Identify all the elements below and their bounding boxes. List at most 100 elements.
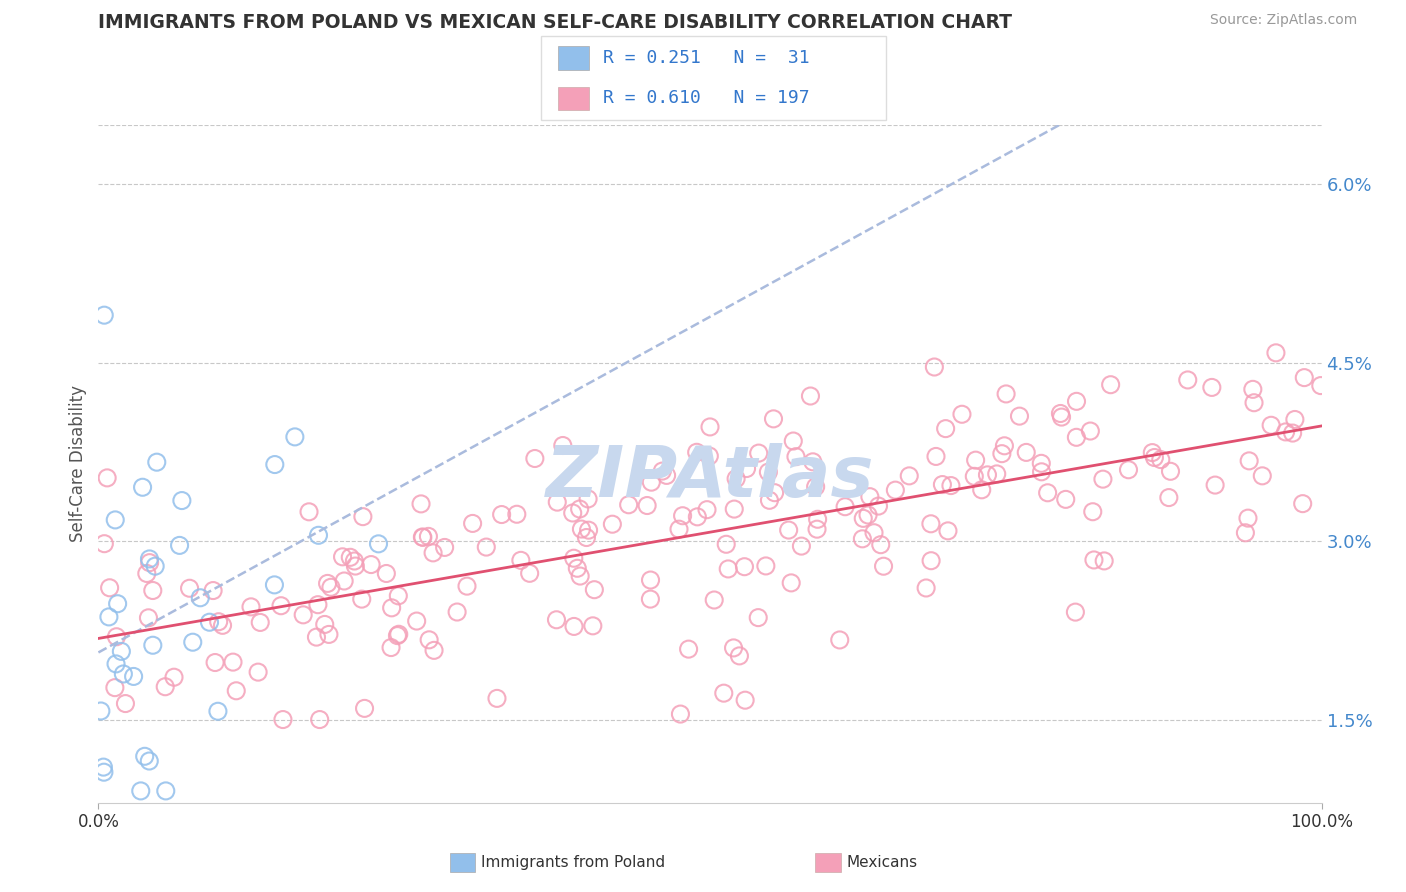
Point xyxy=(678,642,700,657)
Point xyxy=(562,551,585,566)
Point xyxy=(1234,525,1257,540)
Point xyxy=(1251,468,1274,483)
Point xyxy=(110,644,132,658)
Point xyxy=(869,538,891,552)
Point xyxy=(970,483,993,497)
Point xyxy=(142,583,165,598)
Point xyxy=(965,453,987,467)
Point xyxy=(859,490,882,504)
Point xyxy=(485,691,508,706)
Point xyxy=(142,638,165,652)
Point xyxy=(1294,370,1316,384)
Point xyxy=(834,500,856,514)
Point xyxy=(582,619,605,633)
Point xyxy=(409,497,432,511)
Point xyxy=(97,610,120,624)
Point xyxy=(898,468,921,483)
Point xyxy=(318,627,340,641)
Point xyxy=(509,553,531,567)
Point xyxy=(671,508,693,523)
Point xyxy=(93,537,115,551)
Point xyxy=(305,630,328,644)
Point xyxy=(696,502,718,516)
Point xyxy=(93,308,115,322)
Point xyxy=(1237,454,1260,468)
Point xyxy=(756,465,779,479)
Point xyxy=(583,582,606,597)
Point xyxy=(785,450,807,464)
Point xyxy=(699,449,721,463)
Point xyxy=(333,574,356,588)
Point xyxy=(1260,418,1282,433)
Point xyxy=(339,550,361,565)
Point xyxy=(748,446,770,460)
Text: ZIPAtlas: ZIPAtlas xyxy=(546,443,875,512)
Point xyxy=(114,697,136,711)
Point xyxy=(418,529,440,543)
Point xyxy=(263,458,285,472)
Point xyxy=(104,513,127,527)
Point xyxy=(868,499,890,513)
Point xyxy=(316,576,339,591)
Point xyxy=(380,640,402,655)
Point xyxy=(1201,380,1223,394)
Point xyxy=(733,559,755,574)
Point xyxy=(1099,377,1122,392)
Point xyxy=(617,498,640,512)
Point xyxy=(307,598,329,612)
Point xyxy=(179,581,201,595)
Point xyxy=(433,541,456,555)
Point xyxy=(475,540,498,554)
Point xyxy=(1050,410,1073,425)
Point xyxy=(423,643,446,657)
Point xyxy=(138,754,160,768)
Point xyxy=(995,387,1018,401)
Point xyxy=(636,499,658,513)
Point xyxy=(1292,497,1315,511)
Point xyxy=(699,420,721,434)
Text: Mexicans: Mexicans xyxy=(846,855,918,870)
Point xyxy=(90,704,112,718)
Point xyxy=(353,701,375,715)
Point xyxy=(98,581,121,595)
Point xyxy=(799,389,821,403)
Point xyxy=(247,665,270,680)
Point xyxy=(461,516,484,531)
Point xyxy=(134,749,156,764)
Point xyxy=(884,483,907,497)
Point xyxy=(780,575,803,590)
Point xyxy=(986,467,1008,481)
Point xyxy=(807,512,830,526)
Point xyxy=(703,593,725,607)
Point xyxy=(1118,463,1140,477)
Point xyxy=(1204,478,1226,492)
Point xyxy=(1064,605,1087,619)
Point xyxy=(1054,492,1077,507)
Point xyxy=(575,531,598,545)
Point xyxy=(717,562,740,576)
Point xyxy=(96,471,118,485)
Point xyxy=(332,549,354,564)
Point xyxy=(716,537,738,551)
Point xyxy=(491,508,513,522)
Point xyxy=(405,614,427,628)
Point xyxy=(263,578,285,592)
Point xyxy=(344,559,367,574)
Point xyxy=(1015,445,1038,459)
Point xyxy=(872,559,894,574)
Point xyxy=(763,485,786,500)
Point xyxy=(131,480,153,494)
Point xyxy=(1083,553,1105,567)
Point xyxy=(546,495,568,509)
Point xyxy=(1066,394,1088,409)
Point xyxy=(828,632,851,647)
Point xyxy=(561,506,583,520)
Point xyxy=(240,599,263,614)
Point xyxy=(852,511,875,525)
Point xyxy=(668,522,690,536)
Point xyxy=(208,615,231,629)
Point xyxy=(138,556,160,570)
Point xyxy=(920,516,942,531)
Point xyxy=(686,509,709,524)
Point xyxy=(1150,452,1173,467)
